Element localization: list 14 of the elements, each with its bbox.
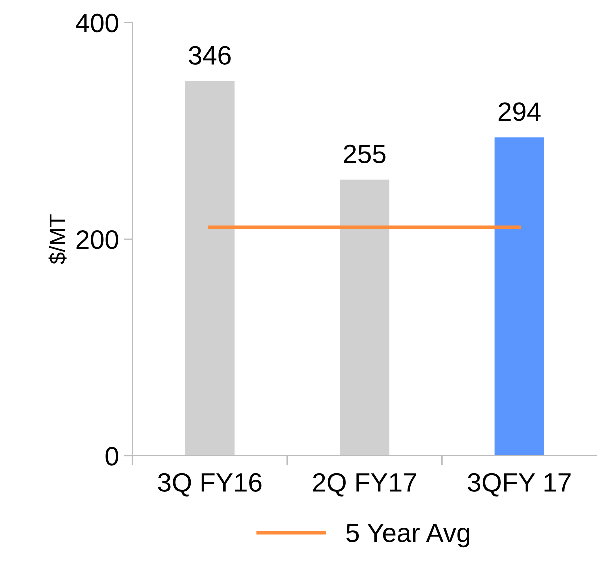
x-tick-label: 3Q FY16 <box>158 473 262 497</box>
legend-label: 5 Year Avg <box>346 524 470 548</box>
y-tick-label: 200 <box>76 230 118 250</box>
data-label: 346 <box>189 46 231 65</box>
data-label: 294 <box>498 102 541 122</box>
bar <box>340 180 390 456</box>
y-tick-label: 0 <box>106 447 118 466</box>
data-label: 255 <box>344 144 386 164</box>
y-tick-label: 400 <box>76 14 118 33</box>
bar <box>185 81 235 456</box>
x-tick-label: 2Q FY17 <box>313 473 416 497</box>
y-axis-title: $/MT <box>48 214 67 264</box>
bar <box>494 138 544 456</box>
x-tick-label: 3QFY 17 <box>468 473 571 497</box>
